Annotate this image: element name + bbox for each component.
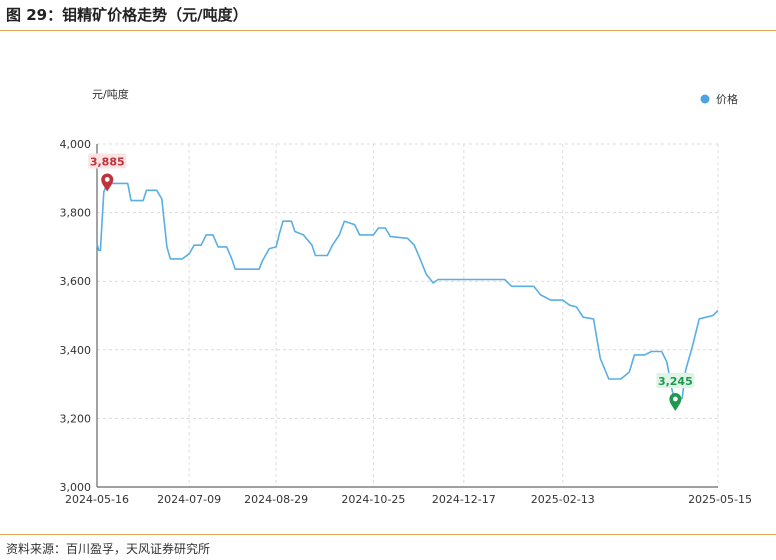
annotation-label: 3,885	[90, 155, 125, 168]
y-tick-label: 3,800	[60, 207, 92, 220]
grid-lines	[97, 143, 719, 487]
legend[interactable]: 价格	[700, 92, 739, 106]
y-tick-label: 3,400	[60, 344, 92, 357]
x-tick-label: 2024-05-16	[65, 493, 129, 506]
x-tick-labels: 2024-05-16 2024-07-09 2024-08-29 2024-10-25…	[65, 493, 752, 506]
axes	[96, 144, 718, 488]
x-tick-label: 2025-05-15	[688, 493, 752, 506]
annotation-label-bg	[88, 153, 127, 169]
y-tick-labels: 3,000 3,200 3,400 3,600 3,800 4,000	[60, 138, 92, 494]
annotation-min: 3,245	[656, 372, 695, 411]
series-line-price	[96, 182, 719, 404]
source-note: 资料来源：百川盈孚，天风证券研究所	[6, 542, 211, 556]
y-tick-label: 3,000	[60, 481, 92, 494]
annotation-layer: 3,885 3,245	[88, 153, 695, 411]
x-tick-label: 2025-02-13	[531, 493, 595, 506]
annotation-label-bg	[656, 372, 695, 388]
x-tick-label: 2024-10-25	[341, 493, 405, 506]
annotation-pin-dot	[672, 396, 678, 402]
y-tick-label: 4,000	[60, 138, 92, 151]
annotation-max: 3,885	[88, 153, 127, 192]
price-chart: 元/吨度 价格 3,000 3,200 3,400 3,600 3,800 4,000 2…	[60, 87, 753, 506]
source-rule	[0, 534, 776, 535]
annotation-pin-icon	[101, 173, 114, 192]
series-layer	[96, 182, 719, 404]
y-unit-label: 元/吨度	[92, 87, 129, 101]
y-tick-label: 3,600	[60, 275, 92, 288]
annotation-label: 3,245	[658, 375, 693, 388]
x-tick-label: 2024-07-09	[157, 493, 221, 506]
x-tick-label: 2024-08-29	[244, 493, 308, 506]
legend-label: 价格	[716, 92, 738, 106]
figure-title: 图 29：钼精矿价格走势（元/吨度）	[6, 6, 248, 24]
x-tick-label: 2024-12-17	[432, 493, 496, 506]
title-rule	[0, 30, 776, 31]
legend-marker	[700, 94, 710, 104]
annotation-pin-icon	[669, 392, 682, 411]
annotation-pin-dot	[104, 177, 110, 182]
y-tick-label: 3,200	[60, 412, 92, 425]
